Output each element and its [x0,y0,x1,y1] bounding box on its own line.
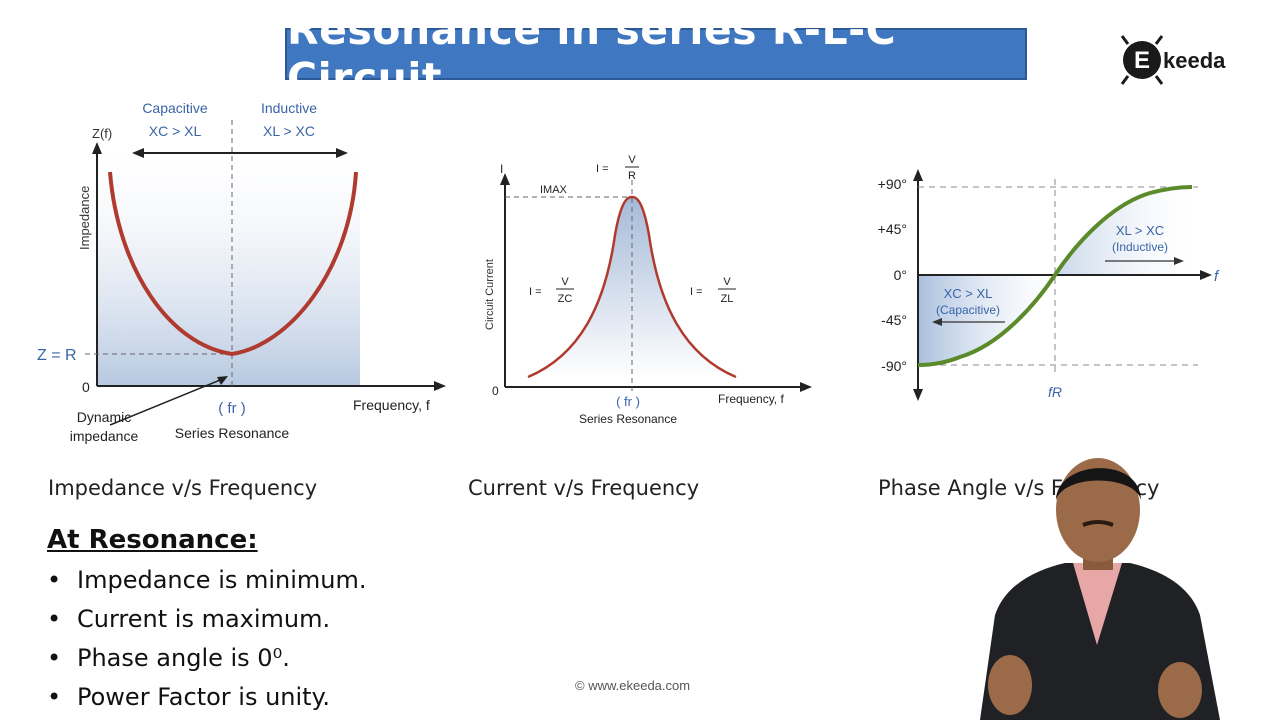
capacitive-condition: XC > XL [149,123,202,139]
tick-minus45: -45° [881,312,907,328]
logo-text: keeda [1163,48,1226,73]
phase-inductive-condition: XL > XC [1116,223,1164,238]
current-y-label: I [500,162,503,176]
current-caption: Current v/s Frequency [468,476,700,500]
copyright: © www.ekeeda.com [575,678,691,693]
current-y-title: Circuit Current [484,259,496,330]
tick-plus90: +90° [878,176,907,192]
presenter-face [1056,458,1140,562]
right-den: ZL [721,293,734,305]
page-title: Resonance in series R-L-C Circuit [287,6,897,102]
capacitive-label: Capacitive [142,100,208,116]
logo-letter: E [1134,47,1150,74]
left-num: V [561,276,569,288]
top-eq: I = [596,163,609,175]
dynamic-label-1: Dynamic [77,409,131,425]
zr-label: Z = R [37,347,77,364]
phase-graph: +90° +45° 0° -45° -90° XL > XC (Inductiv… [878,169,1220,401]
resonance-list: • Impedance is minimum. • Current is maxim… [47,563,367,719]
list-item: • Phase angle is 0⁰. [47,644,290,672]
impedance-graph: Z(f) Impedance Capacitive XC > XL Induct… [37,100,446,444]
presenter-image [980,458,1220,720]
impedance-fr-label: ( fr ) [218,400,246,417]
phase-capacitive-label: (Capacitive) [936,303,1000,317]
phase-x-label: f [1214,268,1220,285]
impedance-area-fill [97,150,360,386]
dynamic-label-2: impedance [70,428,139,444]
impedance-y-label: Z(f) [92,126,112,141]
list-item: • Impedance is minimum. [47,566,367,594]
impedance-series-resonance: Series Resonance [175,425,290,441]
presenter-left-hand [988,655,1032,715]
current-area-fill [528,196,736,377]
current-x-label: Frequency, f [718,392,784,406]
top-den: R [628,170,636,182]
current-fr-label: ( fr ) [616,394,640,409]
impedance-y-title: Impedance [77,186,92,250]
logo-circle [1123,41,1161,79]
phase-capacitive-condition: XC > XL [944,286,993,301]
phase-fr-label: fR [1048,384,1062,400]
current-origin: 0 [492,384,499,398]
presenter-shirt [1073,563,1122,645]
phase-curve [917,185,1193,367]
impedance-x-label: Frequency, f [353,397,430,413]
title-banner: Resonance in series R-L-C Circuit [285,6,1027,102]
list-item: • Power Factor is unity. [47,683,330,711]
impedance-curve [108,171,358,357]
right-num: V [723,276,731,288]
presenter-hair [1056,468,1141,500]
current-graph: I Circuit Current IMAX I = V R I = V ZC … [484,154,812,426]
left-eq: I = [529,286,542,298]
tick-plus45: +45° [878,221,907,237]
dynamic-impedance-pointer [109,377,226,426]
phase-inductive-label: (Inductive) [1112,240,1168,254]
impedance-origin: 0 [82,379,90,395]
left-den: ZC [558,293,573,305]
imax-label: IMAX [540,184,568,196]
inductive-condition: XL > XC [263,123,315,139]
inductive-label: Inductive [261,100,317,116]
top-num: V [628,154,636,166]
presenter-moustache [1082,520,1114,527]
inductive-area-fill [1055,187,1192,275]
presenter-right-hand [1158,662,1202,718]
logo-legs [1120,35,1164,85]
current-series-resonance: Series Resonance [579,412,677,426]
list-item: • Current is maximum. [47,605,331,633]
tick-zero: 0° [894,267,907,283]
current-curve [527,195,737,379]
resonance-heading: At Resonance: [47,525,258,555]
tick-minus90: -90° [881,358,907,374]
ekeeda-logo: E keeda [1120,35,1226,85]
capacitive-area-fill [918,275,1055,365]
impedance-caption: Impedance v/s Frequency [48,476,318,500]
right-eq: I = [690,286,703,298]
